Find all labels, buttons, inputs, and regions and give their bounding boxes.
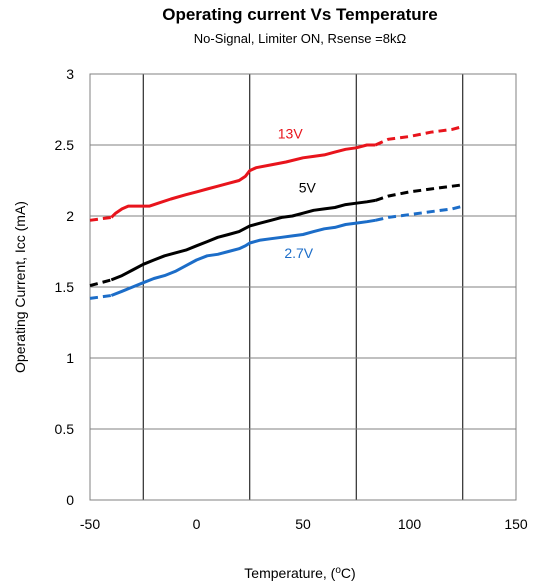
series-line-dashed-low	[89, 294, 112, 300]
plot-area	[89, 73, 517, 501]
series-13V	[89, 125, 464, 222]
series-layer	[89, 125, 464, 300]
series-5V	[89, 183, 463, 288]
series-line-dashed-low	[89, 215, 112, 222]
series-label: 5V	[299, 180, 317, 196]
series-line-dashed-high	[374, 125, 464, 147]
x-axis-label: Temperature, (oC)	[244, 565, 355, 581]
x-tick-labels: -50 0 50 100 150	[80, 516, 528, 532]
series-line-solid	[110, 218, 376, 297]
y-tick-label: 2.5	[55, 137, 75, 153]
y-tick-label: 3	[66, 66, 74, 82]
gridlines	[90, 73, 516, 500]
series-line-dashed-low	[89, 278, 112, 288]
series-2_7V	[89, 204, 464, 300]
y-tick-labels: 0 0.5 1 1.5 2 2.5 3	[55, 66, 75, 508]
series-labels: 13V 5V 2.7V	[278, 126, 317, 261]
chart-subtitle: No-Signal, Limiter ON, Rsense =8kΩ	[194, 31, 407, 46]
y-tick-label: 1.5	[55, 279, 75, 295]
y-tick-label: 0	[66, 492, 74, 508]
x-tick-label: 100	[398, 516, 422, 532]
y-axis-label: Operating Current, Icc (mA)	[12, 201, 28, 373]
series-line-dashed-high	[374, 183, 463, 202]
chart-title: Operating current Vs Temperature	[162, 5, 438, 24]
series-label: 2.7V	[284, 245, 313, 261]
y-tick-label: 2	[66, 208, 74, 224]
series-line-dashed-high	[375, 204, 464, 222]
series-label: 13V	[278, 126, 304, 142]
degree-symbol: o	[335, 565, 341, 576]
series-line-solid	[110, 143, 376, 219]
x-tick-label: 150	[504, 516, 528, 532]
y-tick-label: 1	[66, 350, 74, 366]
x-tick-label: 0	[193, 516, 201, 532]
x-tick-label: 50	[295, 516, 311, 532]
x-tick-label: -50	[80, 516, 100, 532]
y-tick-label: 0.5	[55, 421, 75, 437]
series-line-solid	[110, 198, 376, 282]
